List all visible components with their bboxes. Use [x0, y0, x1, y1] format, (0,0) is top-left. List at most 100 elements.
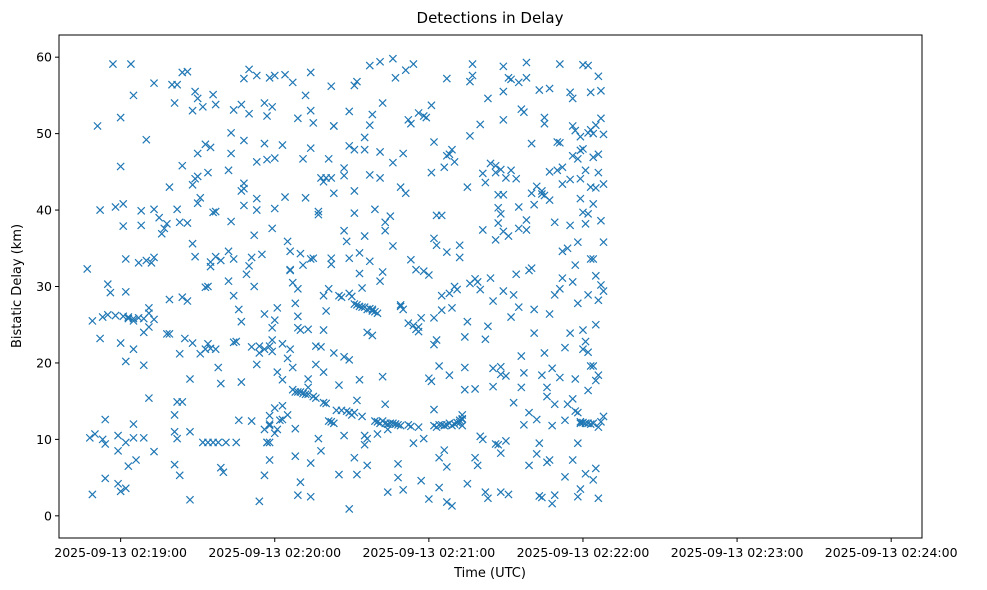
data-point: [535, 86, 544, 95]
data-point: [599, 238, 608, 247]
data-point: [596, 280, 605, 289]
data-point: [447, 145, 456, 154]
data-point: [427, 101, 436, 110]
data-point: [293, 284, 302, 293]
data-point: [360, 440, 369, 449]
plot-frame: [58, 34, 923, 539]
data-point: [90, 430, 99, 439]
data-point: [422, 113, 431, 122]
data-point: [121, 254, 130, 264]
data-point: [378, 372, 387, 381]
data-point: [504, 490, 513, 499]
data-point: [406, 119, 415, 128]
data-point: [157, 229, 166, 238]
data-point: [188, 106, 197, 115]
data-point: [114, 479, 123, 488]
data-point: [229, 254, 238, 264]
data-point: [260, 99, 269, 108]
data-point: [440, 421, 449, 430]
data-point: [589, 361, 598, 371]
data-point: [360, 133, 369, 142]
data-point: [116, 339, 125, 348]
data-point: [170, 410, 179, 419]
data-point: [329, 121, 338, 130]
data-point: [494, 440, 503, 449]
data-point: [255, 342, 264, 351]
data-point: [209, 208, 218, 217]
data-point: [376, 57, 385, 66]
data-point: [183, 67, 192, 76]
data-point: [491, 161, 500, 170]
data-point: [540, 348, 549, 358]
data-point: [442, 498, 451, 507]
data-point: [458, 410, 467, 419]
data-point: [144, 303, 153, 312]
data-point: [265, 342, 274, 351]
y-tick-label: 50: [36, 126, 52, 141]
data-point: [314, 210, 323, 219]
data-point: [363, 328, 372, 337]
data-point: [198, 102, 207, 111]
data-point: [478, 435, 487, 444]
data-point: [586, 88, 595, 97]
data-point: [442, 462, 451, 471]
data-point: [260, 471, 269, 480]
data-point: [288, 363, 297, 372]
data-point: [591, 464, 600, 473]
data-point: [471, 453, 480, 462]
data-point: [273, 425, 282, 434]
data-point: [340, 431, 349, 440]
data-point: [419, 434, 428, 443]
data-point: [311, 394, 320, 403]
data-point: [399, 149, 408, 158]
data-point: [558, 180, 567, 189]
data-point: [160, 224, 169, 233]
data-point: [270, 154, 279, 163]
data-point: [532, 415, 541, 424]
data-point: [232, 337, 241, 346]
data-point: [329, 348, 338, 358]
data-point: [319, 326, 328, 335]
data-point: [273, 368, 282, 377]
data-point: [594, 296, 603, 305]
data-point: [460, 363, 469, 372]
x-tick-label: 2025-09-13 02:22:00: [517, 545, 650, 560]
data-point: [124, 313, 133, 322]
x-axis: 2025-09-13 02:19:00 2025-09-13 02:20:00 20…: [54, 538, 958, 560]
data-point: [481, 335, 490, 344]
data-point: [165, 295, 174, 304]
data-point: [555, 138, 564, 147]
data-point: [360, 145, 369, 154]
data-point: [101, 474, 110, 483]
data-point: [293, 491, 302, 500]
data-point: [306, 144, 315, 153]
data-point: [270, 429, 279, 438]
data-point: [211, 100, 220, 109]
data-point: [245, 261, 254, 270]
data-point: [185, 374, 195, 384]
data-point: [355, 248, 364, 257]
data-point: [427, 168, 436, 177]
data-point: [499, 62, 508, 71]
data-point: [596, 417, 605, 426]
data-point: [548, 421, 557, 430]
data-point: [265, 421, 274, 430]
data-point: [383, 425, 392, 434]
data-point: [257, 250, 266, 259]
data-point: [594, 494, 603, 503]
data-point: [114, 431, 123, 440]
data-point: [340, 226, 349, 235]
data-point: [178, 397, 187, 406]
data-point: [532, 449, 541, 458]
data-point: [319, 177, 328, 186]
data-point: [581, 219, 590, 228]
data-point: [496, 370, 505, 379]
data-point: [291, 452, 300, 461]
data-point: [173, 80, 182, 89]
data-point: [329, 189, 338, 198]
data-point: [519, 420, 528, 429]
data-point: [347, 292, 356, 301]
data-point: [170, 99, 179, 108]
data-point: [578, 208, 587, 217]
data-point: [252, 194, 261, 203]
